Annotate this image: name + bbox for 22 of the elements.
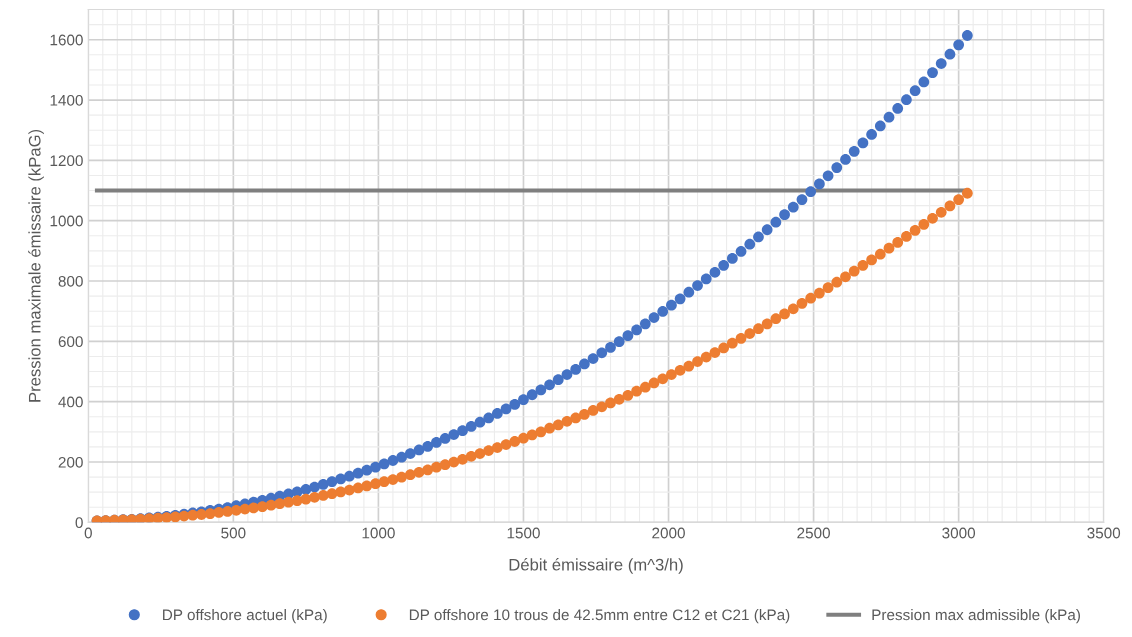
x-axis-title: Débit émissaire (m^3/h) bbox=[509, 558, 683, 574]
x-tick-label: 0 bbox=[84, 527, 92, 539]
x-tick-label: 3500 bbox=[1087, 527, 1121, 539]
x-tick-label: 500 bbox=[221, 527, 246, 539]
x-tick-label: 3000 bbox=[942, 527, 976, 539]
y-tick-label: 1600 bbox=[50, 34, 83, 46]
x-tick-label: 2500 bbox=[797, 527, 830, 539]
y-tick-label: 1200 bbox=[50, 155, 83, 167]
legend-label: DP offshore 10 trous de 42.5mm entre C12 et C21 (kPa) bbox=[409, 609, 790, 624]
y-tick-label: 400 bbox=[58, 396, 83, 408]
x-tick-label: 1500 bbox=[507, 527, 540, 539]
x-tick-label: 1000 bbox=[362, 527, 395, 539]
y-axis-title: Pression maximale émissaire (kPaG) bbox=[28, 129, 44, 402]
y-tick-label: 600 bbox=[58, 336, 83, 348]
y-tick-label: 200 bbox=[58, 456, 83, 468]
y-tick-label: 800 bbox=[58, 275, 83, 287]
legend-label: DP offshore actuel (kPa) bbox=[163, 609, 327, 624]
y-tick-label: 0 bbox=[75, 517, 83, 529]
y-tick-label: 1000 bbox=[50, 215, 83, 227]
x-tick-label: 2000 bbox=[652, 527, 685, 539]
y-tick-label: 1400 bbox=[50, 94, 83, 106]
legend-label: Pression max admissible (kPa) bbox=[872, 609, 1080, 624]
